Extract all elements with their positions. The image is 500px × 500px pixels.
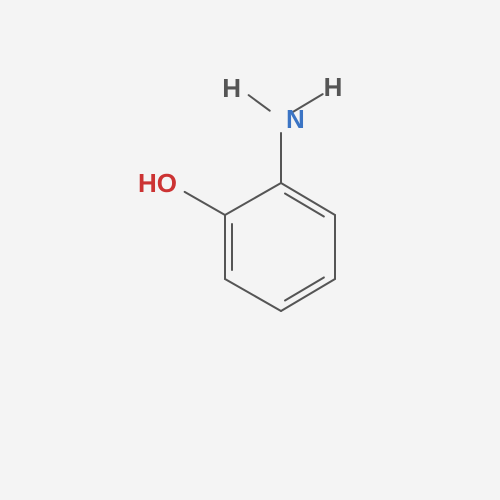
chemical-structure-canvas: NHHHO [0, 0, 500, 500]
background [0, 0, 500, 500]
atom-label-hn1: H [222, 73, 241, 103]
atom-label-n: N [286, 104, 305, 134]
atom-label-o: HO [138, 168, 177, 198]
atom-label-hn2: H [324, 72, 343, 102]
chemical-structure-svg: NHHHO [0, 0, 500, 500]
